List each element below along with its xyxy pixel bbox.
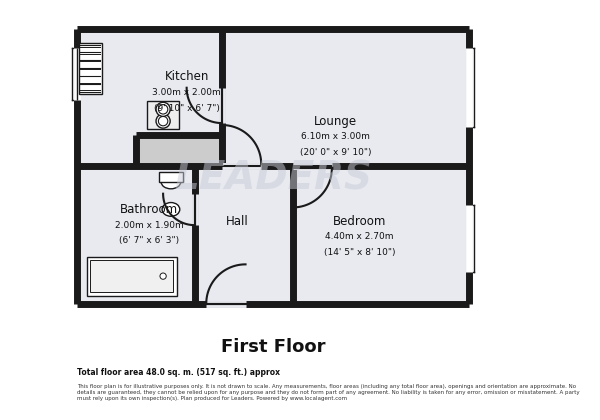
Text: Total floor area 48.0 sq. m. (517 sq. ft.) approx: Total floor area 48.0 sq. m. (517 sq. ft… bbox=[77, 368, 280, 378]
Bar bbox=[222, 29, 469, 166]
Bar bbox=[79, 42, 102, 94]
Text: LEADERS: LEADERS bbox=[174, 159, 372, 197]
Ellipse shape bbox=[162, 202, 180, 216]
Text: 2.00m x 1.90m: 2.00m x 1.90m bbox=[115, 220, 184, 230]
Text: (9' 10" x 6' 7"): (9' 10" x 6' 7") bbox=[154, 104, 220, 113]
Circle shape bbox=[158, 116, 168, 126]
Circle shape bbox=[158, 105, 168, 114]
Text: Kitchen: Kitchen bbox=[164, 71, 209, 84]
Bar bbox=[136, 135, 222, 166]
Text: Bedroom: Bedroom bbox=[332, 215, 386, 228]
Ellipse shape bbox=[161, 175, 181, 189]
Circle shape bbox=[156, 114, 170, 128]
Text: Lounge: Lounge bbox=[314, 115, 358, 128]
Text: 4.40m x 2.70m: 4.40m x 2.70m bbox=[325, 232, 394, 241]
Bar bbox=[77, 166, 194, 304]
Bar bbox=[148, 102, 179, 129]
Text: Bathroom: Bathroom bbox=[121, 203, 178, 216]
Text: 3.00m x 2.00m: 3.00m x 2.00m bbox=[152, 88, 221, 97]
Bar bbox=[77, 29, 222, 166]
Circle shape bbox=[160, 273, 166, 279]
Text: (20' 0" x 9' 10"): (20' 0" x 9' 10") bbox=[300, 148, 371, 157]
Text: This floor plan is for illustrative purposes only. It is not drawn to scale. Any: This floor plan is for illustrative purp… bbox=[77, 384, 580, 401]
Text: First Floor: First Floor bbox=[221, 338, 325, 356]
Text: (14' 5" x 8' 10"): (14' 5" x 8' 10") bbox=[323, 248, 395, 257]
Text: (6' 7" x 6' 3"): (6' 7" x 6' 3") bbox=[119, 236, 179, 245]
Bar bbox=[86, 257, 177, 296]
Bar bbox=[194, 166, 293, 304]
Bar bbox=[293, 166, 469, 304]
Circle shape bbox=[156, 102, 170, 116]
Text: 6.10m x 3.00m: 6.10m x 3.00m bbox=[301, 132, 370, 141]
Text: Hall: Hall bbox=[226, 215, 249, 228]
Bar bbox=[159, 172, 183, 182]
Bar bbox=[91, 260, 173, 292]
